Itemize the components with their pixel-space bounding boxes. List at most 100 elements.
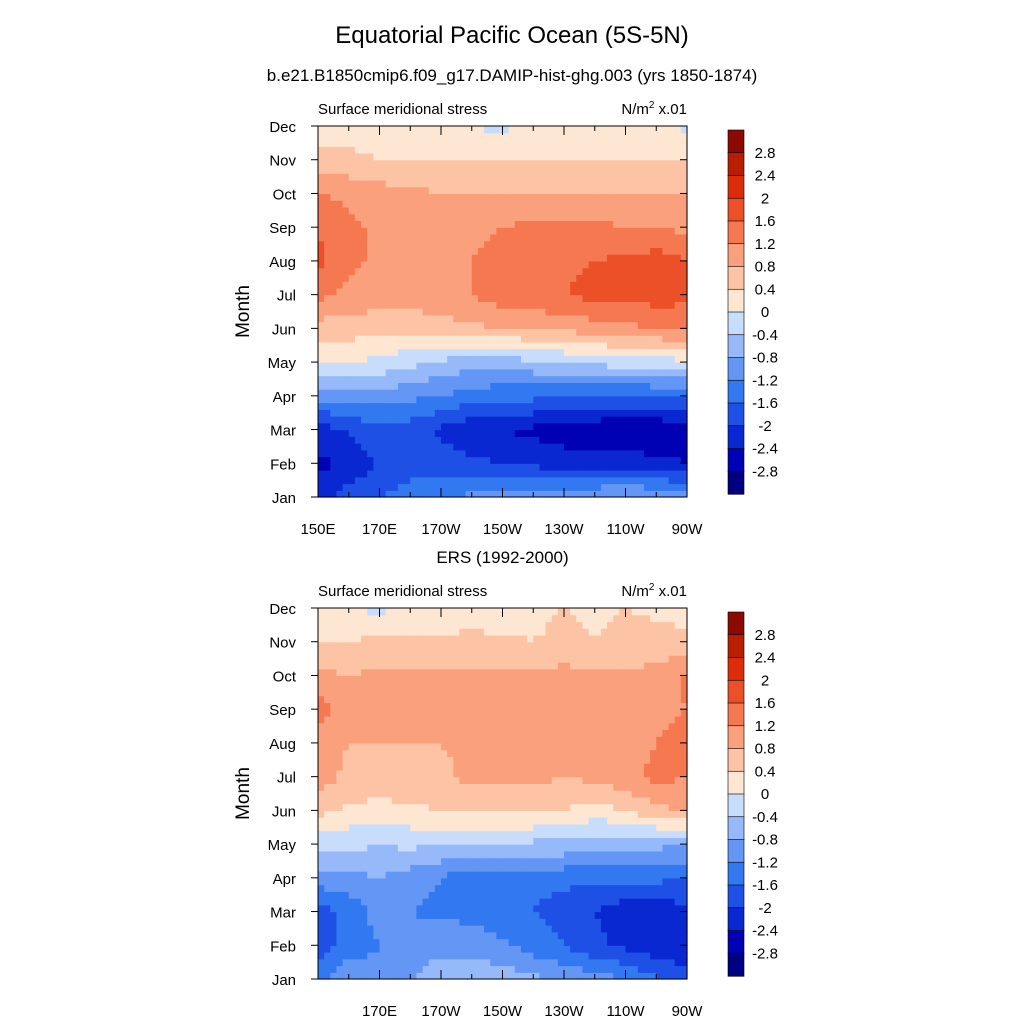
field-cell xyxy=(594,898,602,906)
field-cell xyxy=(490,817,497,825)
field-cell xyxy=(453,871,461,879)
field-cell xyxy=(416,938,424,946)
field-cell xyxy=(354,281,362,289)
field-cell xyxy=(477,470,485,478)
field-cell xyxy=(527,301,534,309)
field-cell xyxy=(342,871,350,879)
field-cell xyxy=(484,972,491,980)
field-cell xyxy=(643,348,651,356)
field-cell xyxy=(330,931,338,940)
field-cell xyxy=(674,166,682,174)
field-cell xyxy=(447,823,454,832)
field-cell xyxy=(674,213,682,222)
field-cell xyxy=(410,483,417,491)
field-cell xyxy=(631,152,639,161)
field-cell xyxy=(453,931,461,940)
field-cell xyxy=(600,200,608,208)
field-cell xyxy=(397,409,405,417)
field-cell xyxy=(594,281,602,289)
field-cell xyxy=(545,402,553,410)
field-cell xyxy=(607,328,614,336)
field-cell xyxy=(484,375,491,383)
field-cell xyxy=(576,803,584,811)
field-cell xyxy=(514,294,522,302)
field-cell xyxy=(594,803,602,811)
field-cell xyxy=(422,456,430,464)
field-cell xyxy=(533,233,540,242)
field-cell xyxy=(318,850,325,859)
field-cell xyxy=(447,362,454,370)
field-cell xyxy=(367,362,374,370)
field-cell xyxy=(490,220,497,228)
field-cell xyxy=(668,803,676,811)
field-cell xyxy=(434,254,442,262)
field-cell xyxy=(416,375,424,383)
field-cell xyxy=(613,898,620,906)
field-cell xyxy=(336,844,344,852)
field-cell xyxy=(613,884,620,892)
field-cell xyxy=(428,877,436,886)
field-cell xyxy=(520,389,528,397)
field-cell xyxy=(625,817,633,825)
field-cell xyxy=(490,362,497,370)
field-cell xyxy=(631,355,639,363)
field-cell xyxy=(582,911,590,919)
field-cell xyxy=(336,938,344,946)
field-cell xyxy=(668,844,676,852)
field-cell xyxy=(520,402,528,410)
field-cell xyxy=(625,884,633,892)
field-cell xyxy=(348,159,356,168)
field-cell xyxy=(471,850,479,859)
field-cell xyxy=(391,139,399,147)
field-cell xyxy=(680,476,688,485)
field-cell xyxy=(545,382,553,390)
field-cell xyxy=(514,308,522,316)
field-cell xyxy=(330,139,338,147)
field-cell xyxy=(576,965,584,973)
field-cell xyxy=(410,382,417,390)
field-cell xyxy=(527,864,534,872)
field-cell xyxy=(637,898,645,906)
field-cell xyxy=(391,938,399,946)
field-cell xyxy=(416,402,424,410)
field-cell xyxy=(613,186,620,195)
field-cell xyxy=(527,247,534,255)
field-cell xyxy=(588,146,596,154)
field-cell xyxy=(582,166,590,174)
field-cell xyxy=(650,395,657,404)
field-cell xyxy=(650,382,657,390)
field-cell xyxy=(668,348,676,356)
field-cell xyxy=(551,904,559,913)
field-cell xyxy=(533,267,540,275)
field-cell xyxy=(330,206,338,215)
field-cell xyxy=(588,179,596,188)
field-cell xyxy=(410,871,417,879)
field-cell xyxy=(533,328,540,336)
field-cell xyxy=(502,220,510,228)
field-cell xyxy=(533,193,540,201)
field-cell xyxy=(674,490,682,498)
field-cell xyxy=(545,308,553,316)
field-cell xyxy=(502,877,510,886)
field-cell xyxy=(354,166,362,174)
field-cell xyxy=(428,186,436,195)
field-cell xyxy=(434,443,442,451)
field-cell xyxy=(361,409,368,417)
field-cell xyxy=(613,362,620,370)
field-cell xyxy=(477,166,485,174)
field-cell xyxy=(410,314,417,323)
field-cell xyxy=(619,857,627,865)
field-cell xyxy=(471,233,479,242)
field-cell xyxy=(465,173,473,181)
field-cell xyxy=(650,823,657,832)
field-cell xyxy=(465,898,473,906)
field-cell xyxy=(564,817,571,825)
field-cell xyxy=(342,274,350,282)
field-cell xyxy=(490,463,497,471)
field-cell xyxy=(545,395,553,404)
field-cell xyxy=(680,260,688,269)
field-cell xyxy=(422,314,430,323)
field-cell xyxy=(502,335,510,343)
field-cell xyxy=(447,389,454,397)
field-cell xyxy=(545,368,553,377)
